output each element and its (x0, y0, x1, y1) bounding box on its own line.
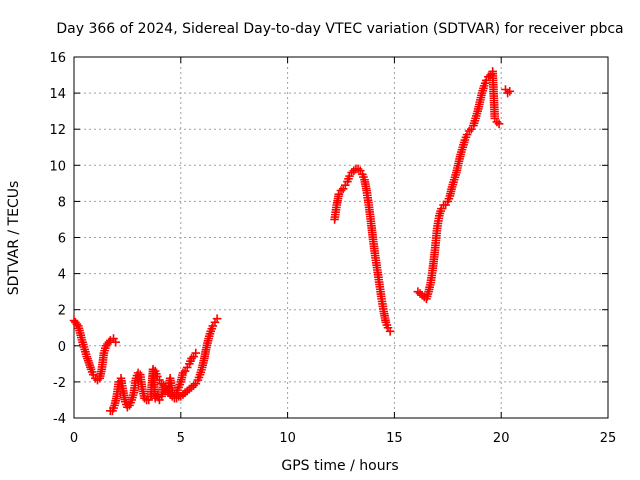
y-tick-label: 4 (58, 268, 66, 283)
y-tick-label: 6 (58, 232, 66, 247)
x-axis-title: GPS time / hours (281, 458, 398, 474)
data-point (111, 337, 120, 347)
data-point (191, 348, 201, 358)
data-point (494, 119, 504, 129)
data-points (69, 67, 515, 416)
y-tick-label: 10 (49, 159, 66, 174)
y-tick-label: 16 (49, 51, 66, 66)
y-tick-label: -4 (53, 412, 66, 427)
x-tick-label: 10 (279, 431, 296, 446)
grid-lines (74, 57, 608, 418)
x-tick-label: 5 (177, 431, 185, 446)
x-tick-label: 0 (70, 431, 78, 446)
y-tick-label: -2 (53, 376, 66, 391)
axis-ticks: 0 5 10 15 20 25 -4 -2 0 2 4 6 8 10 12 14 16 (49, 51, 616, 446)
x-tick-label: 20 (493, 431, 510, 446)
data-point (505, 86, 515, 96)
y-tick-label: 8 (58, 195, 66, 210)
y-tick-label: 0 (58, 340, 66, 355)
y-tick-label: 2 (58, 304, 66, 319)
y-tick-label: 12 (49, 123, 66, 138)
data-point (212, 314, 222, 324)
data-point (385, 327, 395, 336)
y-tick-label: 14 (49, 87, 66, 102)
chart-title: Day 366 of 2024, Sidereal Day-to-day VTE… (56, 21, 623, 37)
y-axis-title: SDTVAR / TECUs (6, 181, 22, 296)
x-tick-label: 15 (386, 431, 403, 446)
x-tick-label: 25 (600, 431, 617, 446)
